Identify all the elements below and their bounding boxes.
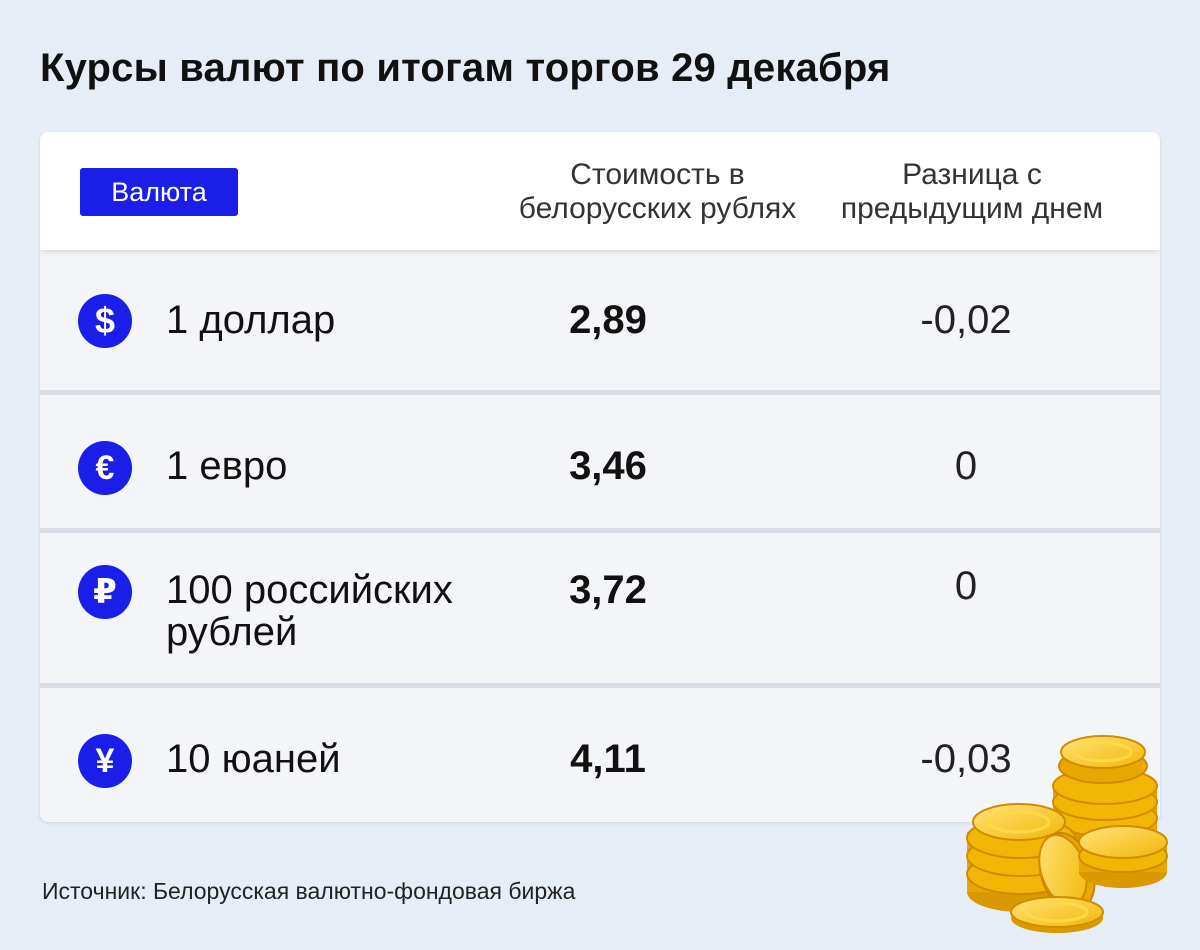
rate-diff: -0,02 (920, 298, 1012, 342)
currency-name: 10 юаней (166, 737, 341, 781)
diff-column-header: Разница с предыдущим днем (782, 158, 1160, 226)
value-column-header: Стоимость в белорусских рублях (420, 158, 895, 226)
currency-name-line2: рублей (166, 610, 298, 654)
rate-value: 3,46 (569, 444, 647, 488)
currency-name: 1 доллар (166, 298, 336, 342)
table-row: € 1 евро 3,46 0 (40, 395, 1160, 528)
rate-diff: 0 (954, 444, 978, 488)
table-header: Валюта Стоимость в белорусских рублях Ра… (40, 132, 1160, 250)
row-divider (40, 528, 1160, 533)
yuan-icon: ¥ (78, 734, 132, 788)
dollar-icon: $ (78, 294, 132, 348)
row-divider (40, 683, 1160, 688)
ruble-icon: ₽ (78, 565, 132, 619)
rate-value: 4,11 (570, 737, 646, 781)
diff-header-line1: Разница с (902, 158, 1042, 191)
source-caption: Источник: Белорусская валютно-фондовая б… (42, 878, 576, 904)
value-header-line2: белорусских рублях (518, 192, 797, 225)
coin-stack-left (966, 803, 1076, 912)
exchange-rates-table: Валюта Стоимость в белорусских рублях Ра… (40, 132, 1160, 822)
currency-column-header: Валюта (80, 168, 238, 216)
currency-name: 1 евро (166, 444, 288, 488)
table-row: ₽ 100 российских рублей 3,72 0 (40, 533, 1160, 683)
row-divider (40, 390, 1160, 395)
rate-value: 2,89 (569, 298, 647, 342)
page-title: Курсы валют по итогам торгов 29 декабря (40, 46, 891, 90)
rate-value: 3,72 (569, 568, 647, 612)
diff-header-line2: предыдущим днем (840, 192, 1104, 225)
coin-bottom (1010, 896, 1104, 933)
coin-stack-far-right (1078, 825, 1168, 888)
rate-diff: -0,03 (920, 737, 1012, 781)
currency-name-line1: 100 российских (166, 568, 453, 612)
value-header-line1: Стоимость в (570, 158, 745, 191)
table-row: ¥ 10 юаней 4,11 -0,03 (40, 688, 1160, 822)
coin-stack-right (1052, 735, 1158, 852)
gold-coins-illustration (966, 735, 1168, 933)
rate-diff: 0 (954, 564, 978, 608)
euro-icon: € (78, 441, 132, 495)
table-row: $ 1 доллар 2,89 -0,02 (40, 250, 1160, 390)
